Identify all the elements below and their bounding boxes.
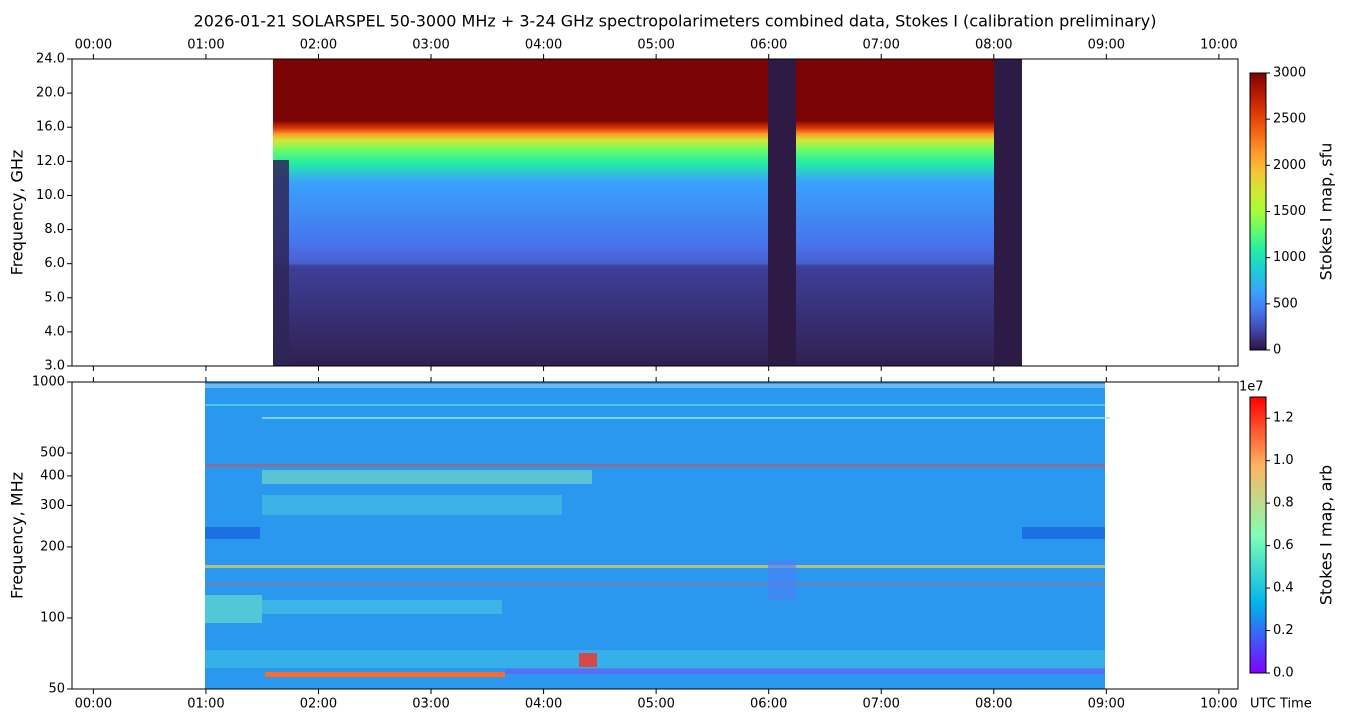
spectrogram-streak [505, 669, 1105, 674]
x-axis-label: UTC Time [1250, 697, 1312, 712]
y-tick-label: 12.0 [36, 154, 65, 169]
spectrogram-streak [262, 495, 562, 515]
colorbar-tick-label: 1500 [1273, 204, 1306, 219]
y-tick-label: 400 [40, 468, 65, 483]
spectrogram-streak [262, 470, 592, 484]
spectrogram-burst [579, 653, 597, 667]
colorbar-tick-label: 1.0 [1273, 453, 1294, 468]
spectrogram-streak [262, 600, 502, 614]
spectrogram-gap [994, 59, 1022, 366]
x-tick-label: 00:00 [75, 38, 112, 53]
spectrogram-dip [768, 560, 796, 600]
spectrogram-image-ghz [273, 59, 1022, 366]
y-tick-label: 3.0 [44, 359, 65, 374]
y-tick-label: 50 [48, 682, 65, 697]
colorbar-tick-label: 1000 [1273, 250, 1306, 265]
y-tick-label: 24.0 [36, 52, 65, 67]
plot-frame [71, 381, 1239, 690]
y-tick-label: 8.0 [44, 222, 65, 237]
y-tick-label: 500 [40, 446, 65, 461]
spectrogram-streak [1022, 527, 1105, 539]
colorbar-tick-label: 0.2 [1273, 623, 1294, 638]
y-axis-label: Frequency, GHz [8, 150, 27, 276]
spectrogram-segment [796, 59, 994, 366]
y-tick-label: 5.0 [44, 290, 65, 305]
spectrogram-streak [205, 583, 1105, 585]
x-tick-label: 09:00 [1088, 697, 1125, 712]
x-tick-label: 03:00 [412, 697, 449, 712]
y-tick-label: 6.0 [44, 256, 65, 271]
x-tick-label: 07:00 [862, 697, 899, 712]
x-tick-label: 06:00 [750, 38, 787, 53]
x-tick-label: 05:00 [637, 697, 674, 712]
colorbar [1249, 396, 1267, 674]
colorbar-label: Stokes I map, sfu [1317, 143, 1336, 281]
colorbar-tick-label: 0.0 [1273, 666, 1294, 681]
x-tick-label: 02:00 [300, 697, 337, 712]
y-tick-label: 100 [40, 610, 65, 625]
chart-title: 2026-01-21 SOLARSPEL 50-3000 MHz + 3-24 … [194, 12, 1157, 31]
x-tick-label: 04:00 [525, 697, 562, 712]
x-tick-label: 00:00 [75, 697, 112, 712]
colorbar-tick-label: 0.4 [1273, 581, 1294, 596]
colorbar [1249, 72, 1267, 351]
x-tick-label: 06:00 [750, 697, 787, 712]
y-tick-label: 1000 [32, 375, 65, 390]
colorbar-tick-label: 0 [1273, 343, 1281, 358]
plot-frame [71, 58, 1239, 367]
x-tick-label: 08:00 [975, 38, 1012, 53]
x-tick-label: 04:00 [525, 38, 562, 53]
colorbar-tick-label: 0.8 [1273, 496, 1294, 511]
y-tick-label: 16.0 [36, 120, 65, 135]
spectrogram-streak [205, 527, 260, 539]
spectrogram-segment [273, 59, 768, 366]
spectrogram-streak [205, 595, 262, 623]
spectrogram-streak [205, 650, 1105, 668]
x-tick-label: 09:00 [1088, 38, 1125, 53]
y-tick-label: 10.0 [36, 188, 65, 203]
colorbar-tick-label: 3000 [1273, 66, 1306, 81]
x-tick-label: 10:00 [1200, 697, 1237, 712]
colorbar-tick-label: 500 [1273, 296, 1298, 311]
x-tick-label: 05:00 [637, 38, 674, 53]
spectrogram-streak [205, 464, 1105, 467]
spectrogram-gap [768, 59, 796, 366]
colorbar-label: Stokes I map, arb [1317, 465, 1336, 605]
spectrogram-streak [205, 404, 1105, 406]
spectrogram-segment [273, 160, 289, 366]
spectrogram-segment [205, 382, 1105, 689]
colorbar-tick-label: 2000 [1273, 158, 1306, 173]
y-tick-label: 300 [40, 498, 65, 513]
y-tick-label: 200 [40, 539, 65, 554]
spectrogram-streak [265, 672, 505, 677]
y-tick-label: 20.0 [36, 86, 65, 101]
colorbar-tick-label: 1.2 [1273, 411, 1294, 426]
x-tick-label: 02:00 [300, 38, 337, 53]
spectrogram-streak [205, 565, 1105, 568]
colorbar-offset-label: 1e7 [1239, 380, 1264, 395]
y-tick-label: 4.0 [44, 324, 65, 339]
colorbar-tick-label: 0.6 [1273, 538, 1294, 553]
x-tick-label: 03:00 [412, 38, 449, 53]
spectrogram-streak [205, 384, 1105, 388]
x-tick-label: 10:00 [1200, 38, 1237, 53]
x-tick-label: 01:00 [187, 38, 224, 53]
x-tick-label: 08:00 [975, 697, 1012, 712]
spectrogram-image-mhz [205, 382, 1110, 689]
y-axis-label: Frequency, MHz [8, 472, 27, 599]
x-tick-label: 01:00 [187, 697, 224, 712]
colorbar-tick-label: 2500 [1273, 112, 1306, 127]
spectrogram-streak [262, 417, 1110, 419]
x-tick-label: 07:00 [862, 38, 899, 53]
